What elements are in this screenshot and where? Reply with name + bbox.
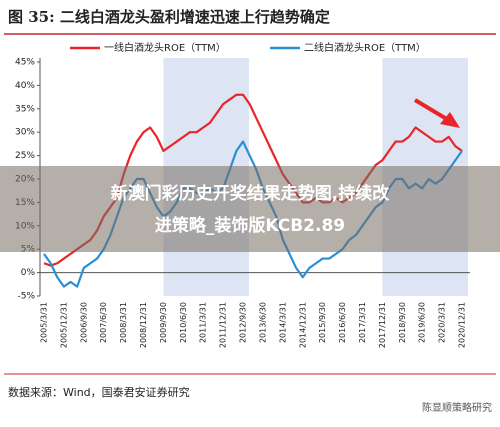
watermark: 陈显顺策略研究: [422, 401, 492, 414]
x-tick-label: 2019/6/30: [418, 302, 427, 343]
x-tick-label: 2010/6/30: [179, 302, 188, 343]
legend-label: 二线白酒龙头ROE（TTM）: [304, 41, 426, 54]
x-tick-label: 2020/3/31: [438, 302, 447, 343]
y-tick-label: 45%: [15, 58, 35, 68]
x-tick-label: 2014/3/31: [278, 302, 287, 343]
overlay-text: 进策略_装饰版KCB2.89: [155, 215, 345, 236]
arrow: [413, 98, 452, 123]
x-tick-label: 2017/3/31: [358, 302, 367, 343]
x-tick-label: 2005/12/31: [59, 302, 68, 348]
y-tick-label: 35%: [15, 104, 35, 114]
y-tick-label: 40%: [15, 81, 35, 91]
x-tick-label: 2014/12/31: [298, 302, 307, 348]
chart-title: 图 35: 二线白酒龙头盈利增速迅速上行趋势确定: [8, 8, 330, 26]
x-tick-label: 2015/9/30: [318, 302, 327, 343]
x-tick-label: 2020/12/31: [458, 302, 467, 348]
x-tick-label: 2017/12/31: [378, 302, 387, 348]
y-tick-label: 25%: [15, 151, 35, 161]
y-tick-label: -5%: [17, 292, 35, 302]
x-tick-label: 2005/3/31: [40, 302, 49, 343]
x-tick-label: 2008/3/31: [119, 302, 128, 343]
x-tick-label: 2007/6/30: [99, 302, 108, 343]
overlay-text: 新澳门彩历史开奖结果走势图,持续改: [111, 183, 390, 204]
legend-label: 一线白酒龙头ROE（TTM）: [104, 41, 226, 54]
source: 数据来源：Wind，国泰君安证券研究: [8, 385, 190, 399]
x-tick-label: 2011/12/31: [219, 302, 228, 348]
arrow-head: [440, 112, 460, 128]
y-tick-label: 0%: [21, 268, 36, 278]
x-tick-label: 2009/9/30: [159, 302, 168, 343]
x-tick-label: 2013/6/30: [258, 302, 267, 343]
x-tick-label: 2012/9/30: [239, 302, 248, 343]
overlay-band: [0, 166, 500, 252]
x-tick-label: 2006/9/30: [79, 302, 88, 343]
x-tick-label: 2011/3/31: [199, 302, 208, 343]
x-tick-label: 2018/9/30: [398, 302, 407, 343]
x-tick-label: 2016/6/30: [338, 302, 347, 343]
x-tick-label: 2008/12/31: [139, 302, 148, 348]
y-tick-label: 30%: [15, 128, 35, 138]
